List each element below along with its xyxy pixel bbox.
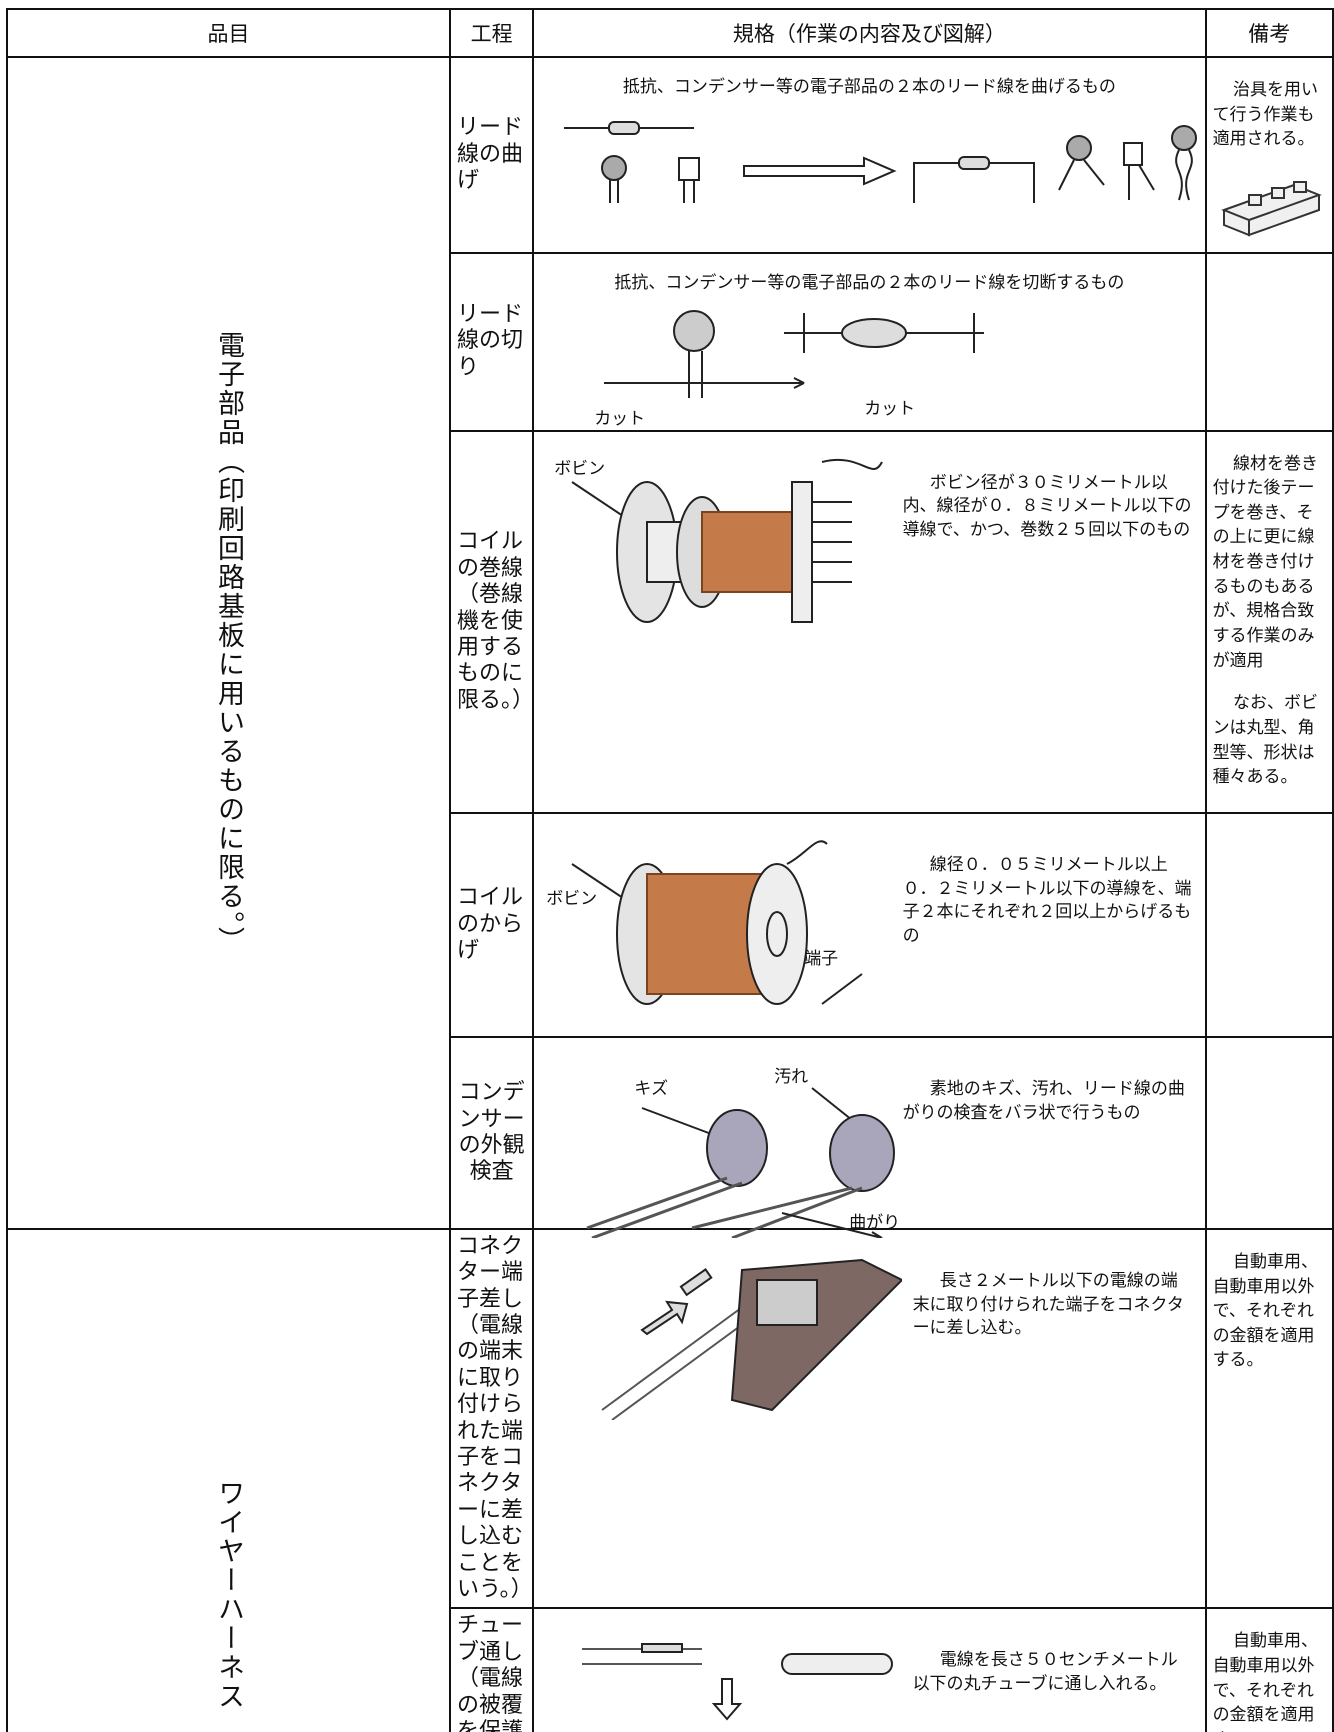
figure-label: ボビン — [546, 888, 598, 909]
illustration — [544, 108, 1204, 212]
illustration — [542, 442, 902, 636]
header-row: 品目 工程 規格（作業の内容及び図解） 備考 — [6, 8, 1334, 58]
figure-label: カット — [864, 398, 916, 419]
spec-content: ボビン径が３０ミリメートル以内、線径が０．８ミリメートル以下の導線で、かつ、巻数… — [534, 432, 1204, 812]
spec-text: 長さ２メートル以下の電線の端末に取り付けられた端子をコネクターに差し込む。 — [912, 1270, 1184, 1339]
category-label: 電子部品（印刷回路基板に用いるものに限る。） — [213, 330, 244, 956]
remarks-cell: 自動車用、自動車用以外で、それぞれの金額を適用する。 — [1204, 1227, 1334, 1610]
remarks-cell — [1204, 251, 1334, 432]
remarks-cell: 線材を巻き付けた後テープを巻き、その上に更に線材を巻き付けるものもあるが、規格合… — [1204, 429, 1334, 814]
figure-label: ボビン — [554, 458, 606, 479]
illustration-svg — [601, 1258, 904, 1421]
category-cell: 電子部品（印刷回路基板に用いるものに限る。） — [6, 56, 451, 1230]
table-body: 電子部品（印刷回路基板に用いるものに限る。） リード線の曲げ 抵抗、コンデンサー等の… — [6, 56, 1334, 1732]
process-cell: リード線の曲げ — [448, 56, 535, 254]
table-row: リード線の切り 抵抗、コンデンサー等の電子部品の２本のリード線を切断するもの カッ… — [7, 251, 1334, 432]
spec-cell: 線径０．０５ミリメートル以上０．２ミリメートル以下の導線を、端子２本にそれぞれ２… — [532, 811, 1207, 1038]
header-cell: 工程 — [448, 8, 535, 58]
spec-cell: 抵抗、コンデンサー等の電子部品の２本のリード線を曲げるもの — [532, 56, 1207, 254]
illustration — [542, 1240, 904, 1424]
spec-content: 電線を長さ５０センチメートル以下の丸チューブに通し入れる。 — [534, 1609, 1204, 1732]
spec-text: 抵抗、コンデンサー等の電子部品の２本のリード線を曲げるもの — [622, 77, 1116, 97]
header-cell: 備考 — [1204, 8, 1334, 58]
illustration-svg — [571, 840, 863, 1005]
remarks-cell — [1204, 1035, 1334, 1230]
process-label: コネクター端子差し（電線の端末に取り付けられた端子をコネクターに差し込むことをい… — [457, 1233, 533, 1602]
spec-content: 素地のキズ、汚れ、リード線の曲がりの検査をバラ状で行うもの キズ 汚れ曲がり — [534, 1038, 1204, 1240]
spec-text: 抵抗、コンデンサー等の電子部品の２本のリード線を切断するもの — [614, 272, 1125, 293]
process-cell: リード線の切り — [448, 251, 535, 432]
process-cell: コイルのからげ — [448, 811, 535, 1038]
spec-text: 素地のキズ、汚れ、リード線の曲がりの検査をバラ状で行うもの — [902, 1078, 1185, 1123]
process-label: コイルのからげ — [457, 885, 524, 964]
spec-content: 長さ２メートル以下の電線の端末に取り付けられた端子をコネクターに差し込む。 — [534, 1230, 1204, 1607]
table-row: 電子部品（印刷回路基板に用いるものに限る。） リード線の曲げ 抵抗、コンデンサー等の… — [6, 56, 1334, 1230]
process-cell: チューブ通し（電線の被覆を保護するため電線を丸チューブに通し入れることをいう。） — [448, 1607, 535, 1732]
remark-text: 自動車用、自動車用以外で、それぞれの金額を適用する。 — [1212, 1251, 1318, 1371]
figure-label: キズ — [634, 1078, 669, 1099]
table-row: ワイヤーハーネス コネクター端子差し（電線の端末に取り付けられた端子をコネクターに… — [6, 1227, 1334, 1732]
category-label: ワイヤーハーネス — [213, 1479, 244, 1712]
spec-cell: ボビン径が３０ミリメートル以内、線径が０．８ミリメートル以下の導線で、かつ、巻数… — [532, 429, 1207, 814]
header-cell: 規格（作業の内容及び図解） — [532, 8, 1207, 58]
table-row: コイルのからげ 線径０．０５ミリメートル以上０．２ミリメートル以下の導線を、端子… — [7, 811, 1334, 1038]
illustration-svg — [604, 310, 985, 399]
remarks-cell: 治具を用いて行う作業も適用される。 — [1204, 56, 1334, 254]
process-cell: コイルの巻線（巻線機を使用するものに限る。） — [448, 429, 535, 814]
process-label: リード線の曲げ — [457, 115, 524, 193]
table-row: コイルの巻線（巻線機を使用するものに限る。） ボビン径が３０ミリメートル以内、線… — [7, 429, 1334, 814]
category-cell: ワイヤーハーネス — [6, 1227, 451, 1732]
remark-text: 自動車用、自動車用以外で、それぞれの金額を適用する。 — [1212, 1631, 1318, 1732]
figure-label: 端子 — [804, 948, 839, 969]
table-row: コンデンサーの外観検査 素地のキズ、汚れ、リード線の曲がりの検査をバラ状で行うも… — [7, 1035, 1334, 1240]
jig-svg — [1221, 180, 1323, 237]
table-row: チューブ通し（電線の被覆を保護するため電線を丸チューブに通し入れることをいう。）… — [7, 1607, 1334, 1732]
spec-text: 線径０．０５ミリメートル以上０．２ミリメートル以下の導線を、端子２本にそれぞれ２… — [902, 854, 1192, 947]
figure-label: 曲がり — [849, 1212, 901, 1233]
remarks-cell: 自動車用、自動車用以外で、それぞれの金額を適用する。 — [1204, 1607, 1334, 1732]
jig-illustration — [1213, 170, 1326, 248]
illustration — [542, 824, 902, 1018]
figure-label: カット — [594, 408, 646, 429]
illustration — [542, 1619, 922, 1732]
spec-text: 電線を長さ５０センチメートル以下の丸チューブに通し入れる。 — [912, 1650, 1178, 1695]
spec-cell: 素地のキズ、汚れ、リード線の曲がりの検査をバラ状で行うもの キズ 汚れ曲がり — [532, 1035, 1207, 1240]
spec-content: 抵抗、コンデンサー等の電子部品の２本のリード線を曲げるもの — [534, 58, 1204, 252]
process-label: リード線の切り — [457, 301, 524, 380]
illustration — [544, 303, 1204, 407]
spec-text: ボビン径が３０ミリメートル以内、線径が０．８ミリメートル以下の導線で、かつ、巻数… — [902, 472, 1192, 541]
page: 品目 工程 規格（作業の内容及び図解） 備考 電子部品（印刷回路基板に用いるものに限る… — [0, 8, 1334, 1732]
process-label: コイルの巻線（巻線機を使用するものに限る。） — [457, 529, 535, 713]
spec-cell: 抵抗、コンデンサー等の電子部品の２本のリード線を切断するもの カット カット — [532, 251, 1207, 432]
spec-cell: 長さ２メートル以下の電線の端末に取り付けられた端子をコネクターに差し込む。 — [532, 1227, 1207, 1610]
illustration-svg — [564, 120, 1198, 203]
process-cell: コンデンサーの外観検査 — [448, 1035, 535, 1230]
remark-text: なお、ボビンは丸型、角型等、形状は種々ある。 — [1212, 693, 1318, 788]
process-cell: コネクター端子差し（電線の端末に取り付けられた端子をコネクターに差し込むことをい… — [448, 1227, 535, 1610]
header-cell: 品目 — [6, 8, 451, 58]
illustration-svg — [582, 1643, 894, 1721]
spec-table: 品目 工程 規格（作業の内容及び図解） 備考 電子部品（印刷回路基板に用いるものに限る… — [6, 8, 1334, 1732]
remark-text: 線材を巻き付けた後テープを巻き、その上に更に線材を巻き付けるものもあるが、規格合… — [1212, 453, 1318, 671]
spec-content: 抵抗、コンデンサー等の電子部品の２本のリード線を切断するもの カット カット — [534, 254, 1204, 430]
remark-text: 治具を用いて行う作業も適用される。 — [1212, 80, 1318, 150]
figure-label: 汚れ — [774, 1066, 809, 1087]
illustration-svg — [571, 458, 884, 623]
spec-cell: 電線を長さ５０センチメートル以下の丸チューブに通し入れる。 — [532, 1607, 1207, 1732]
remarks-cell — [1204, 811, 1334, 1038]
process-label: コンデンサーの外観検査 — [458, 1080, 525, 1185]
spec-content: 線径０．０５ミリメートル以上０．２ミリメートル以下の導線を、端子２本にそれぞれ２… — [534, 814, 1204, 1036]
process-label: チューブ通し（電線の被覆を保護するため電線を丸チューブに通し入れることをいう。） — [457, 1613, 524, 1732]
